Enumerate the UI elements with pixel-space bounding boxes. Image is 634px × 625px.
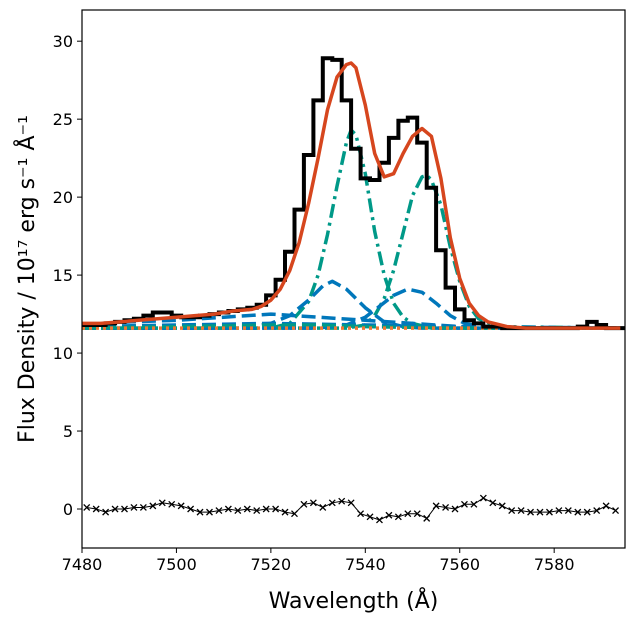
y-tick-label: 10 (53, 344, 73, 363)
residual-marker (253, 507, 261, 515)
plot-area (82, 56, 625, 524)
residual-marker (272, 505, 280, 513)
y-tick-label: 5 (63, 422, 73, 441)
residual-marker (385, 511, 393, 519)
plot-frame (81, 9, 626, 549)
residual-marker (461, 500, 468, 508)
residual-marker (602, 502, 610, 510)
residual-marker (432, 502, 440, 510)
residual-marker (470, 500, 478, 508)
residual-marker (555, 507, 563, 515)
residual-marker (413, 510, 421, 518)
residual-marker (158, 499, 166, 507)
residual-marker (121, 505, 128, 513)
residual-marker (187, 505, 195, 513)
residual-marker (291, 510, 298, 518)
residual-marker (564, 507, 572, 515)
residual-marker (319, 503, 327, 511)
residual-marker (347, 499, 355, 507)
residual-marker (423, 514, 431, 522)
x-tick-label: 7520 (251, 555, 292, 574)
residual-marker (92, 505, 100, 513)
component-line-3 (82, 279, 621, 330)
residual-marker (489, 499, 497, 507)
y-tick-label: 0 (63, 500, 73, 519)
residual-marker (281, 508, 289, 516)
y-tick-label: 20 (53, 188, 73, 207)
residual-marker (404, 510, 412, 518)
residual-marker (130, 503, 138, 511)
residual-marker (442, 503, 450, 511)
residual-marker (338, 497, 346, 505)
residual-marker (309, 499, 317, 507)
residual-marker (102, 508, 110, 516)
residual-marker (527, 508, 535, 516)
residual-marker (83, 503, 91, 511)
residual-marker (149, 502, 157, 510)
residual-marker (224, 505, 232, 513)
residual-marker (545, 508, 553, 516)
plot-background (82, 10, 625, 548)
y-tick-label: 30 (53, 32, 73, 51)
y-tick-label: 15 (53, 266, 73, 285)
residual-marker (498, 502, 506, 510)
residual-marker (451, 505, 459, 513)
residual-marker (517, 507, 525, 515)
residual-marker (612, 507, 620, 515)
residual-marker (300, 500, 308, 508)
observed-spectrum-step (82, 56, 625, 331)
residual-marker (357, 510, 365, 518)
residual-marker (328, 499, 336, 507)
residual-marker (376, 516, 383, 524)
x-axis-label: Wavelength (Å) (269, 587, 439, 614)
residual-marker (508, 507, 516, 515)
residual-marker (206, 508, 213, 516)
x-tick-label: 7540 (345, 555, 386, 574)
residual-marker (196, 508, 204, 516)
residual-marker (215, 507, 223, 515)
residual-marker (536, 508, 544, 516)
residual-marker (583, 508, 591, 516)
residual-marker (234, 507, 242, 515)
x-tick-label: 7480 (62, 555, 103, 574)
residual-marker (366, 513, 374, 521)
residual-marker (243, 505, 251, 513)
y-axis: 0 5 10 15 20 25 30 (53, 32, 82, 519)
residual-marker (168, 500, 176, 508)
x-tick-label: 7580 (534, 555, 575, 574)
residual-marker (262, 505, 270, 513)
residual-marker (479, 494, 487, 502)
residual-marker (394, 513, 402, 521)
x-axis: 7480 7500 7520 7540 7560 7580 (62, 548, 575, 574)
y-tick-label: 25 (53, 110, 73, 129)
y-axis-label: Flux Density / 10¹⁷ erg s⁻¹ Å⁻¹ (13, 115, 40, 443)
residual-marker (111, 505, 119, 513)
x-tick-label: 7500 (156, 555, 197, 574)
total-fit-line (82, 61, 621, 330)
residual-marker (177, 502, 185, 510)
residual-marker (593, 507, 601, 515)
residual-marker (139, 503, 147, 511)
x-tick-label: 7560 (439, 555, 480, 574)
residual-marker (574, 508, 582, 516)
